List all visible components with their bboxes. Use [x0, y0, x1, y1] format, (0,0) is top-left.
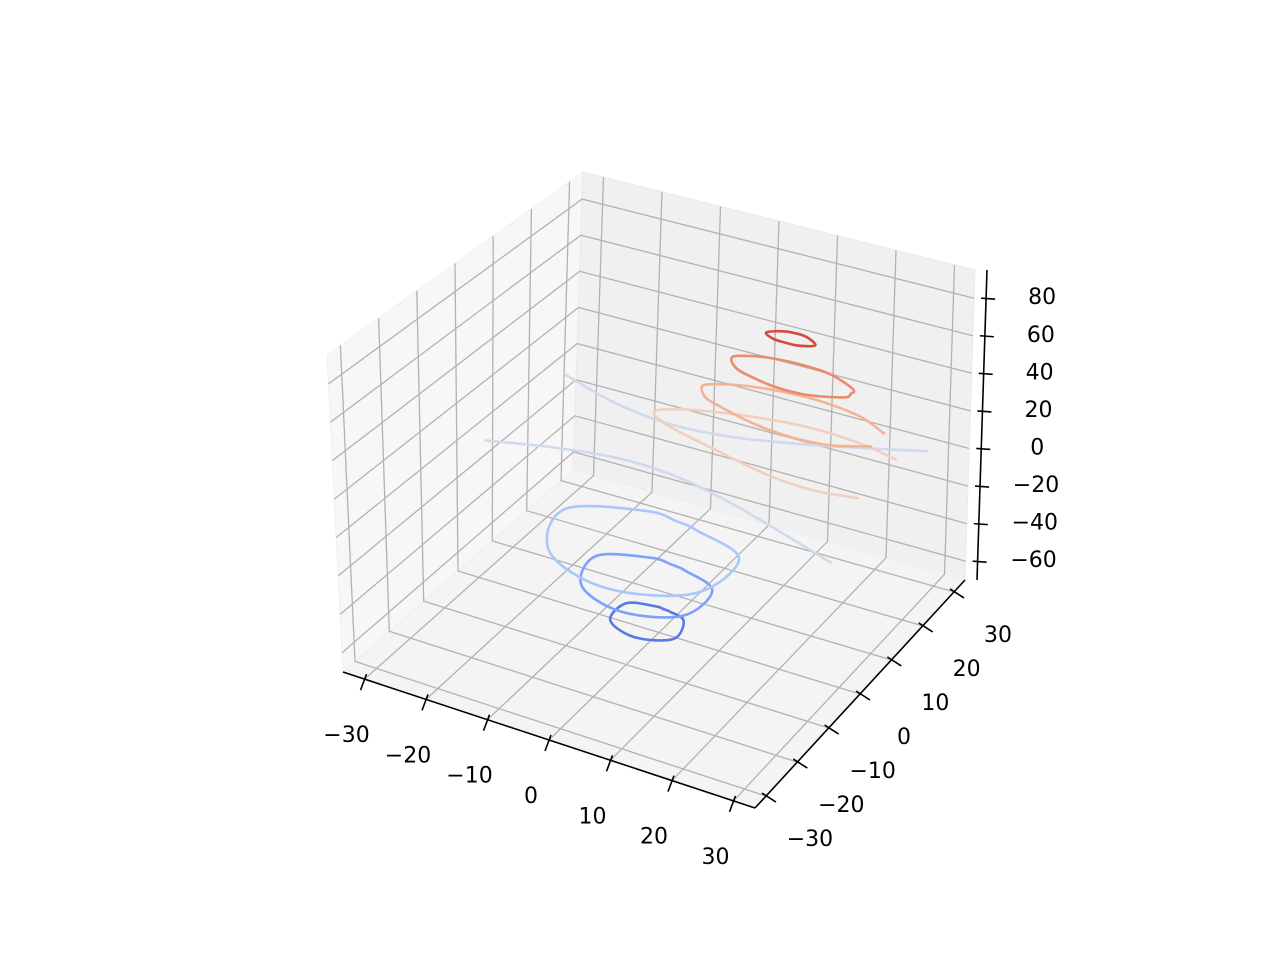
x-tick	[421, 694, 429, 711]
y-tick-label: 30	[984, 623, 1012, 648]
y-tick-label: −10	[849, 759, 895, 784]
contour-line	[579, 552, 714, 619]
z-tick	[981, 297, 996, 300]
z-grid-line	[330, 234, 974, 423]
contour-line	[608, 601, 685, 642]
contour-line	[545, 504, 741, 598]
z-grid-line	[333, 306, 971, 500]
y-tick	[792, 758, 808, 769]
contour-line	[652, 407, 897, 500]
z-tick	[973, 522, 988, 526]
z-grid-line	[328, 198, 975, 385]
z-axis	[976, 269, 988, 581]
y-tick	[855, 690, 871, 701]
y-tick	[886, 656, 902, 667]
x-tick	[544, 734, 552, 752]
y-tick	[824, 724, 840, 735]
z-grid-line	[341, 451, 966, 654]
contour-line	[764, 329, 817, 348]
z-tick	[979, 334, 994, 338]
contour-line	[484, 439, 832, 564]
z-grid-line	[335, 342, 970, 539]
z-grid-line	[331, 270, 972, 462]
contour-line	[729, 354, 856, 399]
x-tick-label: 20	[640, 825, 668, 850]
z-tick-label: 20	[1024, 398, 1052, 423]
z-tick-label: 60	[1027, 323, 1055, 348]
y-tick-label: −20	[818, 793, 864, 818]
y-tick-label: −30	[787, 827, 833, 852]
y-tick-label: 0	[897, 725, 911, 750]
x-tick	[605, 755, 614, 772]
y-tick	[949, 588, 965, 599]
x-tick-label: −20	[385, 743, 431, 768]
z-tick-label: 40	[1026, 360, 1054, 385]
z-tick	[977, 410, 992, 413]
y-tick	[761, 792, 777, 803]
x-tick	[667, 775, 675, 792]
z-tick-label: −20	[1013, 473, 1059, 498]
z-grid-line	[339, 415, 967, 615]
z-tick	[974, 485, 990, 488]
z-tick-label: −40	[1012, 511, 1058, 536]
x-tick	[482, 714, 491, 731]
z-tick	[972, 560, 987, 564]
x-tick-label: 0	[524, 784, 538, 809]
x-tick-label: 30	[701, 845, 729, 870]
z-tick-label: 0	[1030, 435, 1044, 460]
contour-line	[564, 373, 928, 453]
y-tick-label: 20	[953, 657, 981, 682]
z-tick-label: −60	[1010, 548, 1056, 573]
x-tick	[728, 795, 737, 813]
x-tick-label: −30	[323, 723, 369, 748]
y-tick-label: 10	[921, 691, 949, 716]
contour-line	[700, 382, 886, 448]
z-tick-label: 80	[1028, 285, 1056, 310]
x-tick-label: −10	[446, 764, 492, 789]
z-tick	[978, 372, 993, 376]
y-tick	[918, 622, 934, 633]
x-tick	[359, 673, 368, 691]
x-tick-label: 10	[578, 804, 606, 829]
z-tick	[976, 447, 991, 451]
